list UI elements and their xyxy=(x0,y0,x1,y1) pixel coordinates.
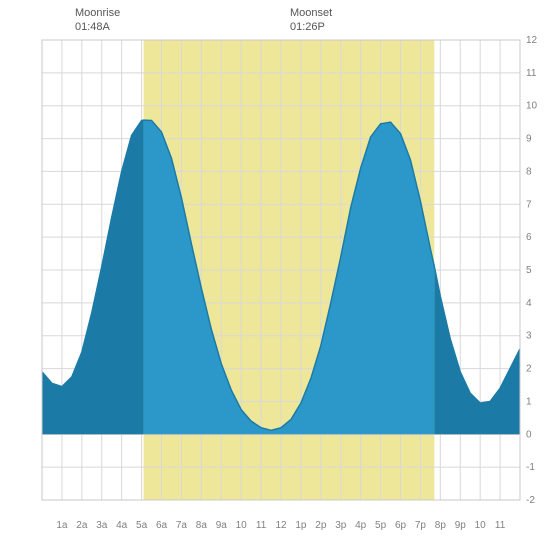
svg-text:8p: 8p xyxy=(435,520,447,531)
svg-text:6a: 6a xyxy=(156,520,168,531)
svg-text:3p: 3p xyxy=(335,520,347,531)
svg-text:1: 1 xyxy=(526,396,532,407)
svg-text:12: 12 xyxy=(526,35,538,46)
moonset-label: Moonset xyxy=(290,6,332,20)
svg-text:5a: 5a xyxy=(136,520,148,531)
svg-text:7a: 7a xyxy=(176,520,188,531)
svg-text:10: 10 xyxy=(236,520,248,531)
svg-text:11: 11 xyxy=(495,520,506,531)
svg-text:8a: 8a xyxy=(196,520,208,531)
svg-text:4p: 4p xyxy=(355,520,367,531)
svg-text:4a: 4a xyxy=(116,520,128,531)
svg-text:2a: 2a xyxy=(76,520,88,531)
svg-text:6: 6 xyxy=(526,232,532,243)
svg-text:7: 7 xyxy=(526,199,532,210)
svg-text:6p: 6p xyxy=(395,520,407,531)
svg-text:9: 9 xyxy=(526,134,532,145)
chart-svg: -2-101234567891011121a2a3a4a5a6a7a8a9a10… xyxy=(0,0,550,550)
svg-text:3a: 3a xyxy=(96,520,108,531)
svg-text:10: 10 xyxy=(526,101,538,112)
svg-text:5p: 5p xyxy=(375,520,387,531)
svg-text:1a: 1a xyxy=(56,520,68,531)
svg-text:10: 10 xyxy=(475,520,487,531)
svg-text:9a: 9a xyxy=(216,520,228,531)
svg-text:5: 5 xyxy=(526,265,532,276)
tide-chart: Moonrise 01:48A Moonset 01:26P -2-101234… xyxy=(0,0,550,550)
moonset-time: 01:26P xyxy=(290,20,332,34)
svg-text:7p: 7p xyxy=(415,520,427,531)
svg-text:4: 4 xyxy=(526,298,532,309)
svg-text:1p: 1p xyxy=(295,520,307,531)
moonset-header: Moonset 01:26P xyxy=(290,6,332,35)
svg-text:-1: -1 xyxy=(526,462,535,473)
moonrise-time: 01:48A xyxy=(75,20,120,34)
svg-text:12: 12 xyxy=(275,520,287,531)
svg-text:0: 0 xyxy=(526,429,532,440)
moonrise-header: Moonrise 01:48A xyxy=(75,6,120,35)
svg-text:2p: 2p xyxy=(315,520,327,531)
svg-text:2: 2 xyxy=(526,364,532,375)
moonrise-label: Moonrise xyxy=(75,6,120,20)
svg-text:9p: 9p xyxy=(455,520,467,531)
svg-text:11: 11 xyxy=(256,520,267,531)
svg-text:11: 11 xyxy=(526,68,537,79)
svg-text:8: 8 xyxy=(526,166,532,177)
svg-text:3: 3 xyxy=(526,331,532,342)
svg-text:-2: -2 xyxy=(526,495,535,506)
